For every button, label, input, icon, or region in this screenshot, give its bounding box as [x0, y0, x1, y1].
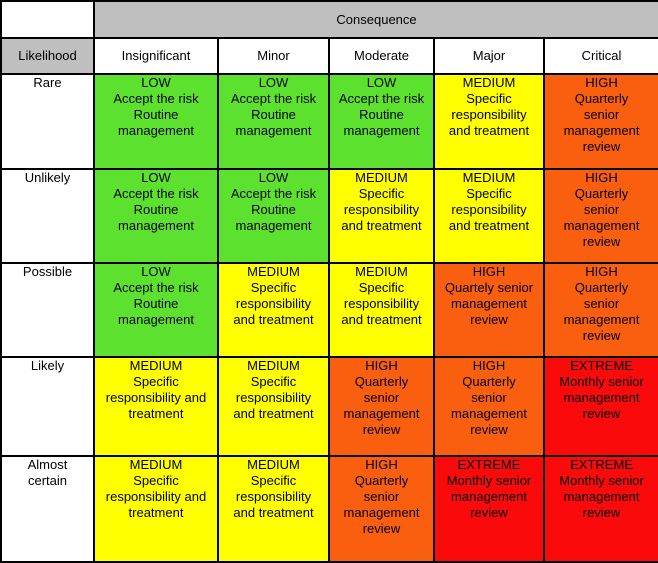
column-header-major: Major — [433, 37, 545, 75]
row-label-rare: Rare — [0, 73, 95, 170]
risk-cell-likely-insignificant: MEDIUM Specific responsibility and treat… — [93, 356, 219, 457]
column-header-row: Likelihood Insignificant Minor Moderate … — [0, 37, 658, 75]
risk-cell-possible-critical: HIGH Quarterly senior management review — [542, 262, 658, 358]
risk-cell-likely-critical: EXTREME Monthly senior management review — [542, 356, 658, 457]
likelihood-header: Likelihood — [0, 37, 95, 75]
column-header-critical: Critical — [542, 37, 658, 75]
risk-cell-rare-insignificant: LOW Accept the risk Routine management — [93, 73, 219, 170]
risk-cell-almost-certain-insignificant: MEDIUM Specific responsibility and treat… — [93, 455, 219, 563]
risk-cell-almost-certain-major: EXTREME Monthly senior management review — [433, 455, 545, 563]
row-rare: Rare LOW Accept the risk Routine managem… — [0, 73, 658, 170]
risk-cell-likely-moderate: HIGH Quarterly senior management review — [328, 356, 435, 457]
risk-cell-rare-moderate: LOW Accept the risk Routine management — [328, 73, 435, 170]
risk-cell-possible-insignificant: LOW Accept the risk Routine management — [93, 262, 219, 358]
risk-cell-unlikely-major: MEDIUM Specific responsibility and treat… — [433, 168, 545, 264]
risk-cell-rare-minor: LOW Accept the risk Routine management — [217, 73, 330, 170]
row-unlikely: Unlikely LOW Accept the risk Routine man… — [0, 168, 658, 264]
risk-cell-almost-certain-critical: EXTREME Monthly senior management review — [542, 455, 658, 563]
column-header-minor: Minor — [217, 37, 330, 75]
column-header-moderate: Moderate — [328, 37, 435, 75]
row-likely: Likely MEDIUM Specific responsibility an… — [0, 356, 658, 457]
risk-cell-possible-minor: MEDIUM Specific responsibility and treat… — [217, 262, 330, 358]
risk-cell-rare-major: MEDIUM Specific responsibility and treat… — [433, 73, 545, 170]
row-label-unlikely: Unlikely — [0, 168, 95, 264]
risk-cell-unlikely-moderate: MEDIUM Specific responsibility and treat… — [328, 168, 435, 264]
risk-cell-possible-major: HIGH Quartely senior management review — [433, 262, 545, 358]
row-possible: Possible LOW Accept the risk Routine man… — [0, 262, 658, 358]
risk-cell-rare-critical: HIGH Quarterly senior management review — [542, 73, 658, 170]
row-label-likely: Likely — [0, 356, 95, 457]
risk-cell-almost-certain-moderate: HIGH Quarterly senior management review — [328, 455, 435, 563]
risk-cell-almost-certain-minor: MEDIUM Specific responsibility and treat… — [217, 455, 330, 563]
risk-cell-unlikely-critical: HIGH Quarterly senior management review — [542, 168, 658, 264]
consequence-header: Consequence — [92, 0, 658, 39]
risk-cell-likely-minor: MEDIUM Specific responsibility and treat… — [217, 356, 330, 457]
risk-cell-possible-moderate: MEDIUM Specific responsibility and treat… — [328, 262, 435, 358]
row-almost-certain: Almost certain MEDIUM Specific responsib… — [0, 455, 658, 563]
risk-cell-unlikely-insignificant: LOW Accept the risk Routine management — [93, 168, 219, 264]
row-label-almost-certain: Almost certain — [0, 455, 95, 563]
corner-cell — [0, 0, 95, 39]
consequence-header-row: Consequence — [0, 0, 658, 39]
row-label-possible: Possible — [0, 262, 95, 358]
column-header-insignificant: Insignificant — [93, 37, 219, 75]
risk-cell-likely-major: HIGH Quarterly senior management review — [433, 356, 545, 457]
risk-cell-unlikely-minor: LOW Accept the risk Routine management — [217, 168, 330, 264]
